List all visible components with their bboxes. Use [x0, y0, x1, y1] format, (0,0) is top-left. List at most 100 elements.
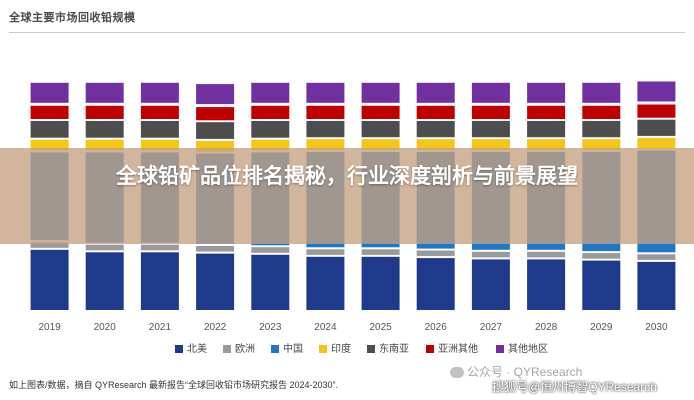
legend-swatch	[175, 345, 183, 353]
bar-segment-2025-欧洲	[361, 249, 400, 255]
bar-segment-2030-欧洲	[637, 254, 676, 260]
bar-segment-2028-东南亚	[527, 121, 566, 138]
legend-swatch	[496, 345, 504, 353]
bar-segment-2020-东南亚	[85, 121, 124, 138]
bar-segment-2026-亚洲其他	[416, 105, 455, 119]
bar-segment-2027-欧洲	[471, 251, 510, 258]
legend-item-东南亚: 东南亚	[367, 342, 409, 355]
bar-segment-2026-印度	[416, 139, 455, 150]
bar-segment-2019-东南亚	[30, 121, 69, 138]
title-divider	[9, 32, 685, 33]
bar-segment-2029-东南亚	[582, 121, 621, 138]
x-tick-label: 2029	[590, 322, 613, 333]
bar-segment-2025-其他地区	[361, 82, 400, 103]
bar-segment-2027-北美	[471, 259, 510, 310]
bar-segment-2025-东南亚	[361, 121, 400, 138]
legend-swatch	[271, 345, 279, 353]
legend-label: 欧洲	[235, 343, 255, 355]
x-tick-label: 2024	[314, 322, 337, 333]
x-tick-label: 2030	[645, 322, 668, 333]
bar-segment-2024-印度	[306, 139, 345, 150]
bar-segment-2030-其他地区	[637, 81, 676, 102]
bar-segment-2028-亚洲其他	[527, 105, 566, 119]
legend-label: 印度	[331, 342, 351, 355]
legend-label: 中国	[283, 342, 303, 355]
legend-item-亚洲其他: 亚洲其他	[426, 342, 478, 355]
bar-segment-2024-其他地区	[306, 82, 345, 103]
bar-segment-2029-其他地区	[582, 82, 621, 103]
bar-segment-2021-印度	[140, 139, 179, 151]
bar-segment-2021-其他地区	[140, 82, 179, 103]
bar-segment-2020-其他地区	[85, 82, 124, 103]
bar-segment-2021-东南亚	[140, 121, 179, 138]
bar-segment-2027-其他地区	[471, 82, 510, 103]
source-note: 如上图表/数据，摘自 QYResearch 最新报告“全球回收铅市场研究报告 2…	[9, 380, 339, 390]
bar-segment-2022-北美	[196, 253, 235, 310]
legend-item-欧洲: 欧洲	[223, 343, 255, 355]
bar-segment-2029-印度	[582, 139, 621, 150]
bar-segment-2023-亚洲其他	[251, 105, 290, 119]
bar-segment-2025-亚洲其他	[361, 105, 400, 119]
bar-segment-2027-印度	[471, 139, 510, 150]
bar-segment-2030-北美	[637, 261, 676, 310]
bar-segment-2020-亚洲其他	[85, 105, 124, 119]
legend-label: 东南亚	[379, 342, 409, 355]
x-tick-label: 2023	[259, 322, 282, 333]
bar-segment-2027-亚洲其他	[471, 105, 510, 119]
bar-segment-2026-北美	[416, 258, 455, 310]
bar-segment-2030-东南亚	[637, 119, 676, 136]
bar-segment-2023-东南亚	[251, 121, 290, 138]
bar-segment-2026-其他地区	[416, 82, 455, 103]
bar-segment-2019-北美	[30, 249, 69, 310]
x-tick-label: 2026	[425, 322, 448, 333]
bar-segment-2026-东南亚	[416, 121, 455, 138]
bar-segment-2020-印度	[85, 139, 124, 151]
headline-text: 全球铅矿品位排名揭秘，行业深度剖析与前景展望	[116, 164, 578, 188]
legend-item-北美: 北美	[175, 342, 207, 355]
x-tick-label: 2021	[149, 322, 172, 333]
x-tick-label: 2019	[38, 322, 61, 333]
bar-segment-2020-北美	[85, 252, 124, 310]
bar-segment-2028-北美	[527, 259, 566, 310]
wechat-icon	[450, 367, 464, 379]
legend-label: 北美	[187, 342, 207, 355]
bar-segment-2021-亚洲其他	[140, 105, 179, 119]
bar-segment-2030-印度	[637, 137, 676, 149]
bar-segment-2028-欧洲	[527, 251, 566, 258]
bar-segment-2023-北美	[251, 254, 290, 310]
bar-segment-2019-印度	[30, 139, 69, 151]
legend-swatch	[319, 345, 327, 353]
legend-label: 亚洲其他	[438, 342, 478, 355]
bar-segment-2019-欧洲	[30, 242, 69, 248]
bar-segment-2029-欧洲	[582, 253, 621, 259]
bar-segment-2019-其他地区	[30, 82, 69, 103]
chart-title: 全球主要市场回收铅规模	[9, 12, 136, 24]
headline-banner	[0, 148, 694, 244]
bar-segment-2023-其他地区	[251, 82, 290, 103]
legend-item-其他地区: 其他地区	[496, 342, 548, 355]
bar-segment-2022-东南亚	[196, 122, 235, 139]
legend-item-印度: 印度	[319, 342, 351, 355]
legend-swatch	[426, 345, 434, 353]
bar-segment-2025-印度	[361, 139, 400, 150]
x-tick-label: 2020	[94, 322, 117, 333]
bar-segment-2025-北美	[361, 256, 400, 310]
bar-segment-2028-其他地区	[527, 82, 566, 103]
x-tick-label: 2025	[369, 322, 392, 333]
bar-segment-2020-欧洲	[85, 244, 124, 251]
legend-swatch	[367, 345, 375, 353]
bar-segment-2026-欧洲	[416, 250, 455, 257]
legend-label: 其他地区	[508, 342, 548, 355]
bar-segment-2024-欧洲	[306, 249, 345, 255]
watermark-account: 公众号 · QYResearch	[450, 363, 582, 380]
bar-segment-2019-亚洲其他	[30, 105, 69, 119]
bar-segment-2024-亚洲其他	[306, 105, 345, 119]
bar-segment-2022-其他地区	[196, 84, 235, 105]
x-tick-label: 2022	[204, 322, 227, 333]
bar-segment-2021-欧洲	[140, 244, 179, 251]
bar-segment-2023-欧洲	[251, 247, 290, 253]
x-tick-label: 2027	[480, 322, 503, 333]
bar-segment-2030-亚洲其他	[637, 104, 676, 118]
bar-segment-2029-北美	[582, 260, 621, 310]
